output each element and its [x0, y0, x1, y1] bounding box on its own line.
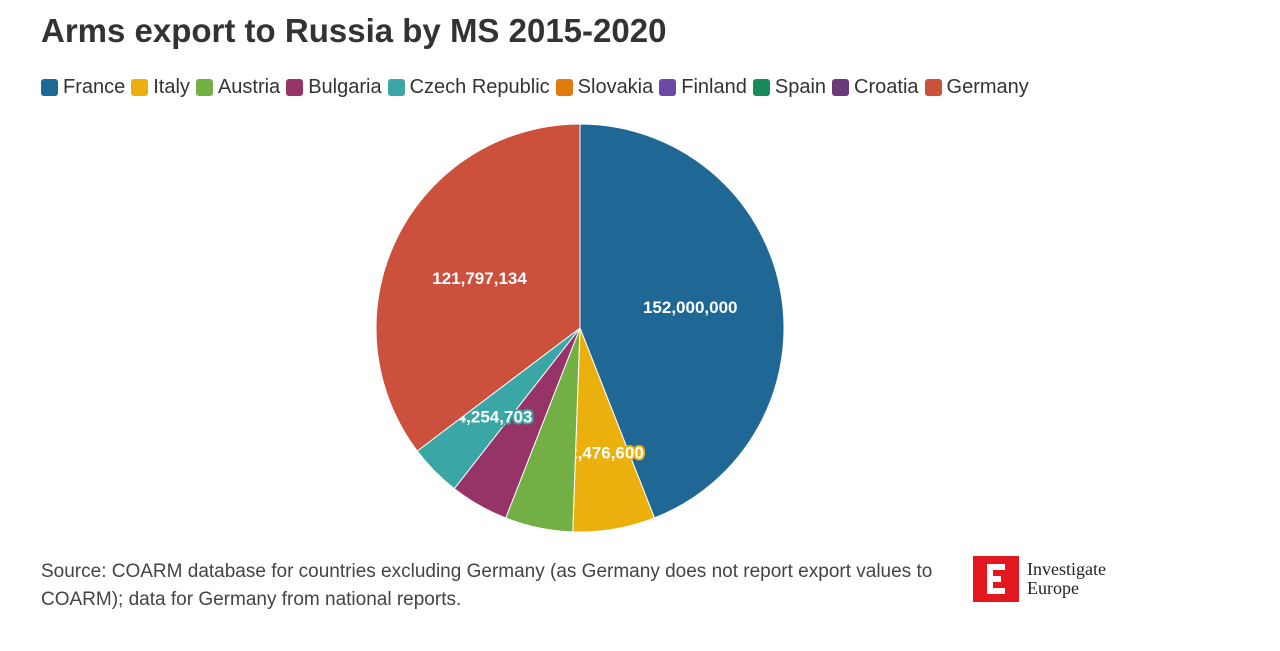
legend-item-austria[interactable]: Austria	[195, 76, 281, 99]
legend-item-spain[interactable]: Spain	[752, 76, 827, 99]
pie-slice-france[interactable]	[579, 123, 785, 519]
investigate-europe-logo-icon	[973, 556, 1019, 602]
brand-line-2: Europe	[1027, 578, 1079, 598]
legend-label: Croatia	[854, 76, 919, 98]
legend-swatch	[195, 79, 213, 96]
legend-label: Austria	[217, 76, 281, 98]
source-note: Source: COARM database for countries exc…	[41, 561, 933, 610]
brand-name: Investigate Europe	[1027, 560, 1106, 598]
legend-swatch	[387, 79, 405, 96]
brand-logo: Investigate Europe	[973, 556, 1106, 602]
legend-label: Germany	[946, 76, 1029, 98]
legend-swatch	[924, 79, 942, 96]
legend-label: Bulgaria	[308, 76, 382, 98]
legend: France Italy Austria Bulgaria Czech Republic…	[41, 76, 1035, 99]
legend-swatch	[659, 79, 677, 96]
legend-swatch	[41, 79, 58, 96]
legend-label: Italy	[153, 76, 190, 98]
brand-line-1: Investigate	[1027, 559, 1106, 579]
legend-item-france[interactable]: France	[41, 76, 125, 99]
legend-label: Spain	[774, 76, 827, 98]
legend-item-finland[interactable]: Finland	[659, 76, 747, 99]
legend-label: France	[63, 76, 126, 98]
legend-item-czech-republic[interactable]: Czech Republic	[387, 76, 550, 99]
legend-swatch	[555, 79, 573, 96]
chart-title: Arms export to Russia by MS 2015-2020	[41, 12, 667, 49]
slice-value-label: 121,797,134	[432, 269, 527, 288]
slice-value-label: 152,000,000	[643, 298, 738, 317]
legend-label: Finland	[681, 76, 747, 98]
legend-swatch	[286, 79, 304, 96]
pie-slice-germany[interactable]	[375, 123, 581, 452]
legend-swatch	[832, 79, 850, 96]
legend-item-italy[interactable]: Italy	[131, 76, 190, 99]
legend-label: Slovakia	[577, 76, 654, 98]
legend-item-germany[interactable]: Germany	[924, 76, 1029, 99]
legend-item-slovakia[interactable]: Slovakia	[555, 76, 654, 99]
legend-item-bulgaria[interactable]: Bulgaria	[286, 76, 382, 99]
legend-label: Czech Republic	[409, 76, 550, 98]
legend-swatch	[131, 79, 149, 96]
legend-item-croatia[interactable]: Croatia	[832, 76, 919, 99]
slice-value-label: 22,476,600	[559, 444, 644, 463]
legend-swatch	[752, 79, 770, 96]
